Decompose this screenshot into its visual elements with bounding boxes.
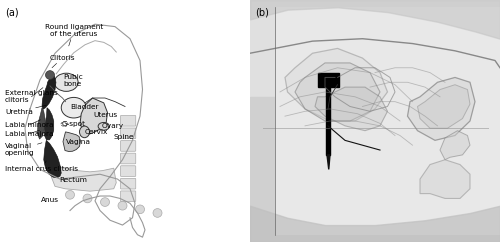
Circle shape xyxy=(46,71,54,79)
Ellipse shape xyxy=(54,73,78,91)
Text: Anus: Anus xyxy=(41,197,59,203)
Text: Bladder: Bladder xyxy=(70,104,99,110)
Text: Pubic
bone: Pubic bone xyxy=(63,74,83,87)
Circle shape xyxy=(118,201,127,210)
Polygon shape xyxy=(420,160,470,198)
Polygon shape xyxy=(315,87,388,131)
Polygon shape xyxy=(408,77,475,140)
Text: Round ligament
of the uterus: Round ligament of the uterus xyxy=(44,24,103,46)
Polygon shape xyxy=(42,76,56,109)
Polygon shape xyxy=(44,108,54,140)
Text: Labia majora: Labia majora xyxy=(5,130,54,137)
Polygon shape xyxy=(318,73,339,87)
Text: Urethra: Urethra xyxy=(5,105,46,115)
Text: Vaginal
opening: Vaginal opening xyxy=(5,143,42,156)
Text: (a): (a) xyxy=(5,7,18,17)
Polygon shape xyxy=(80,98,108,134)
Text: G-spot: G-spot xyxy=(62,121,86,127)
Polygon shape xyxy=(52,167,116,191)
FancyBboxPatch shape xyxy=(120,115,136,126)
Text: Vagina: Vagina xyxy=(66,139,90,145)
Polygon shape xyxy=(418,85,470,128)
Text: Cervix: Cervix xyxy=(85,129,108,135)
Text: (b): (b) xyxy=(255,7,269,17)
Text: Ovary: Ovary xyxy=(101,123,124,129)
Circle shape xyxy=(136,205,144,214)
Polygon shape xyxy=(285,48,388,121)
Polygon shape xyxy=(44,140,61,178)
FancyBboxPatch shape xyxy=(120,128,136,139)
FancyBboxPatch shape xyxy=(120,141,136,151)
Polygon shape xyxy=(440,131,470,160)
Text: Uterus: Uterus xyxy=(93,112,117,118)
Ellipse shape xyxy=(80,126,90,138)
Text: Internal crus clitoris: Internal crus clitoris xyxy=(5,161,78,172)
Polygon shape xyxy=(326,82,330,155)
Polygon shape xyxy=(38,108,45,139)
FancyBboxPatch shape xyxy=(120,153,136,164)
Circle shape xyxy=(83,194,92,203)
FancyBboxPatch shape xyxy=(120,178,136,189)
Polygon shape xyxy=(295,63,380,121)
Circle shape xyxy=(66,190,74,199)
Polygon shape xyxy=(63,132,80,151)
FancyBboxPatch shape xyxy=(120,191,136,202)
Text: External glans
clitoris: External glans clitoris xyxy=(5,88,58,103)
Text: Clitoris: Clitoris xyxy=(50,55,76,68)
Text: Spine: Spine xyxy=(114,135,134,140)
FancyBboxPatch shape xyxy=(120,166,136,176)
Polygon shape xyxy=(327,155,330,169)
Bar xyxy=(250,0,500,97)
Text: Rectum: Rectum xyxy=(60,177,88,183)
Ellipse shape xyxy=(61,97,86,118)
Ellipse shape xyxy=(98,122,110,130)
Text: Labia minora: Labia minora xyxy=(5,120,54,128)
Circle shape xyxy=(100,198,110,206)
Circle shape xyxy=(153,209,162,217)
Bar xyxy=(250,97,500,242)
